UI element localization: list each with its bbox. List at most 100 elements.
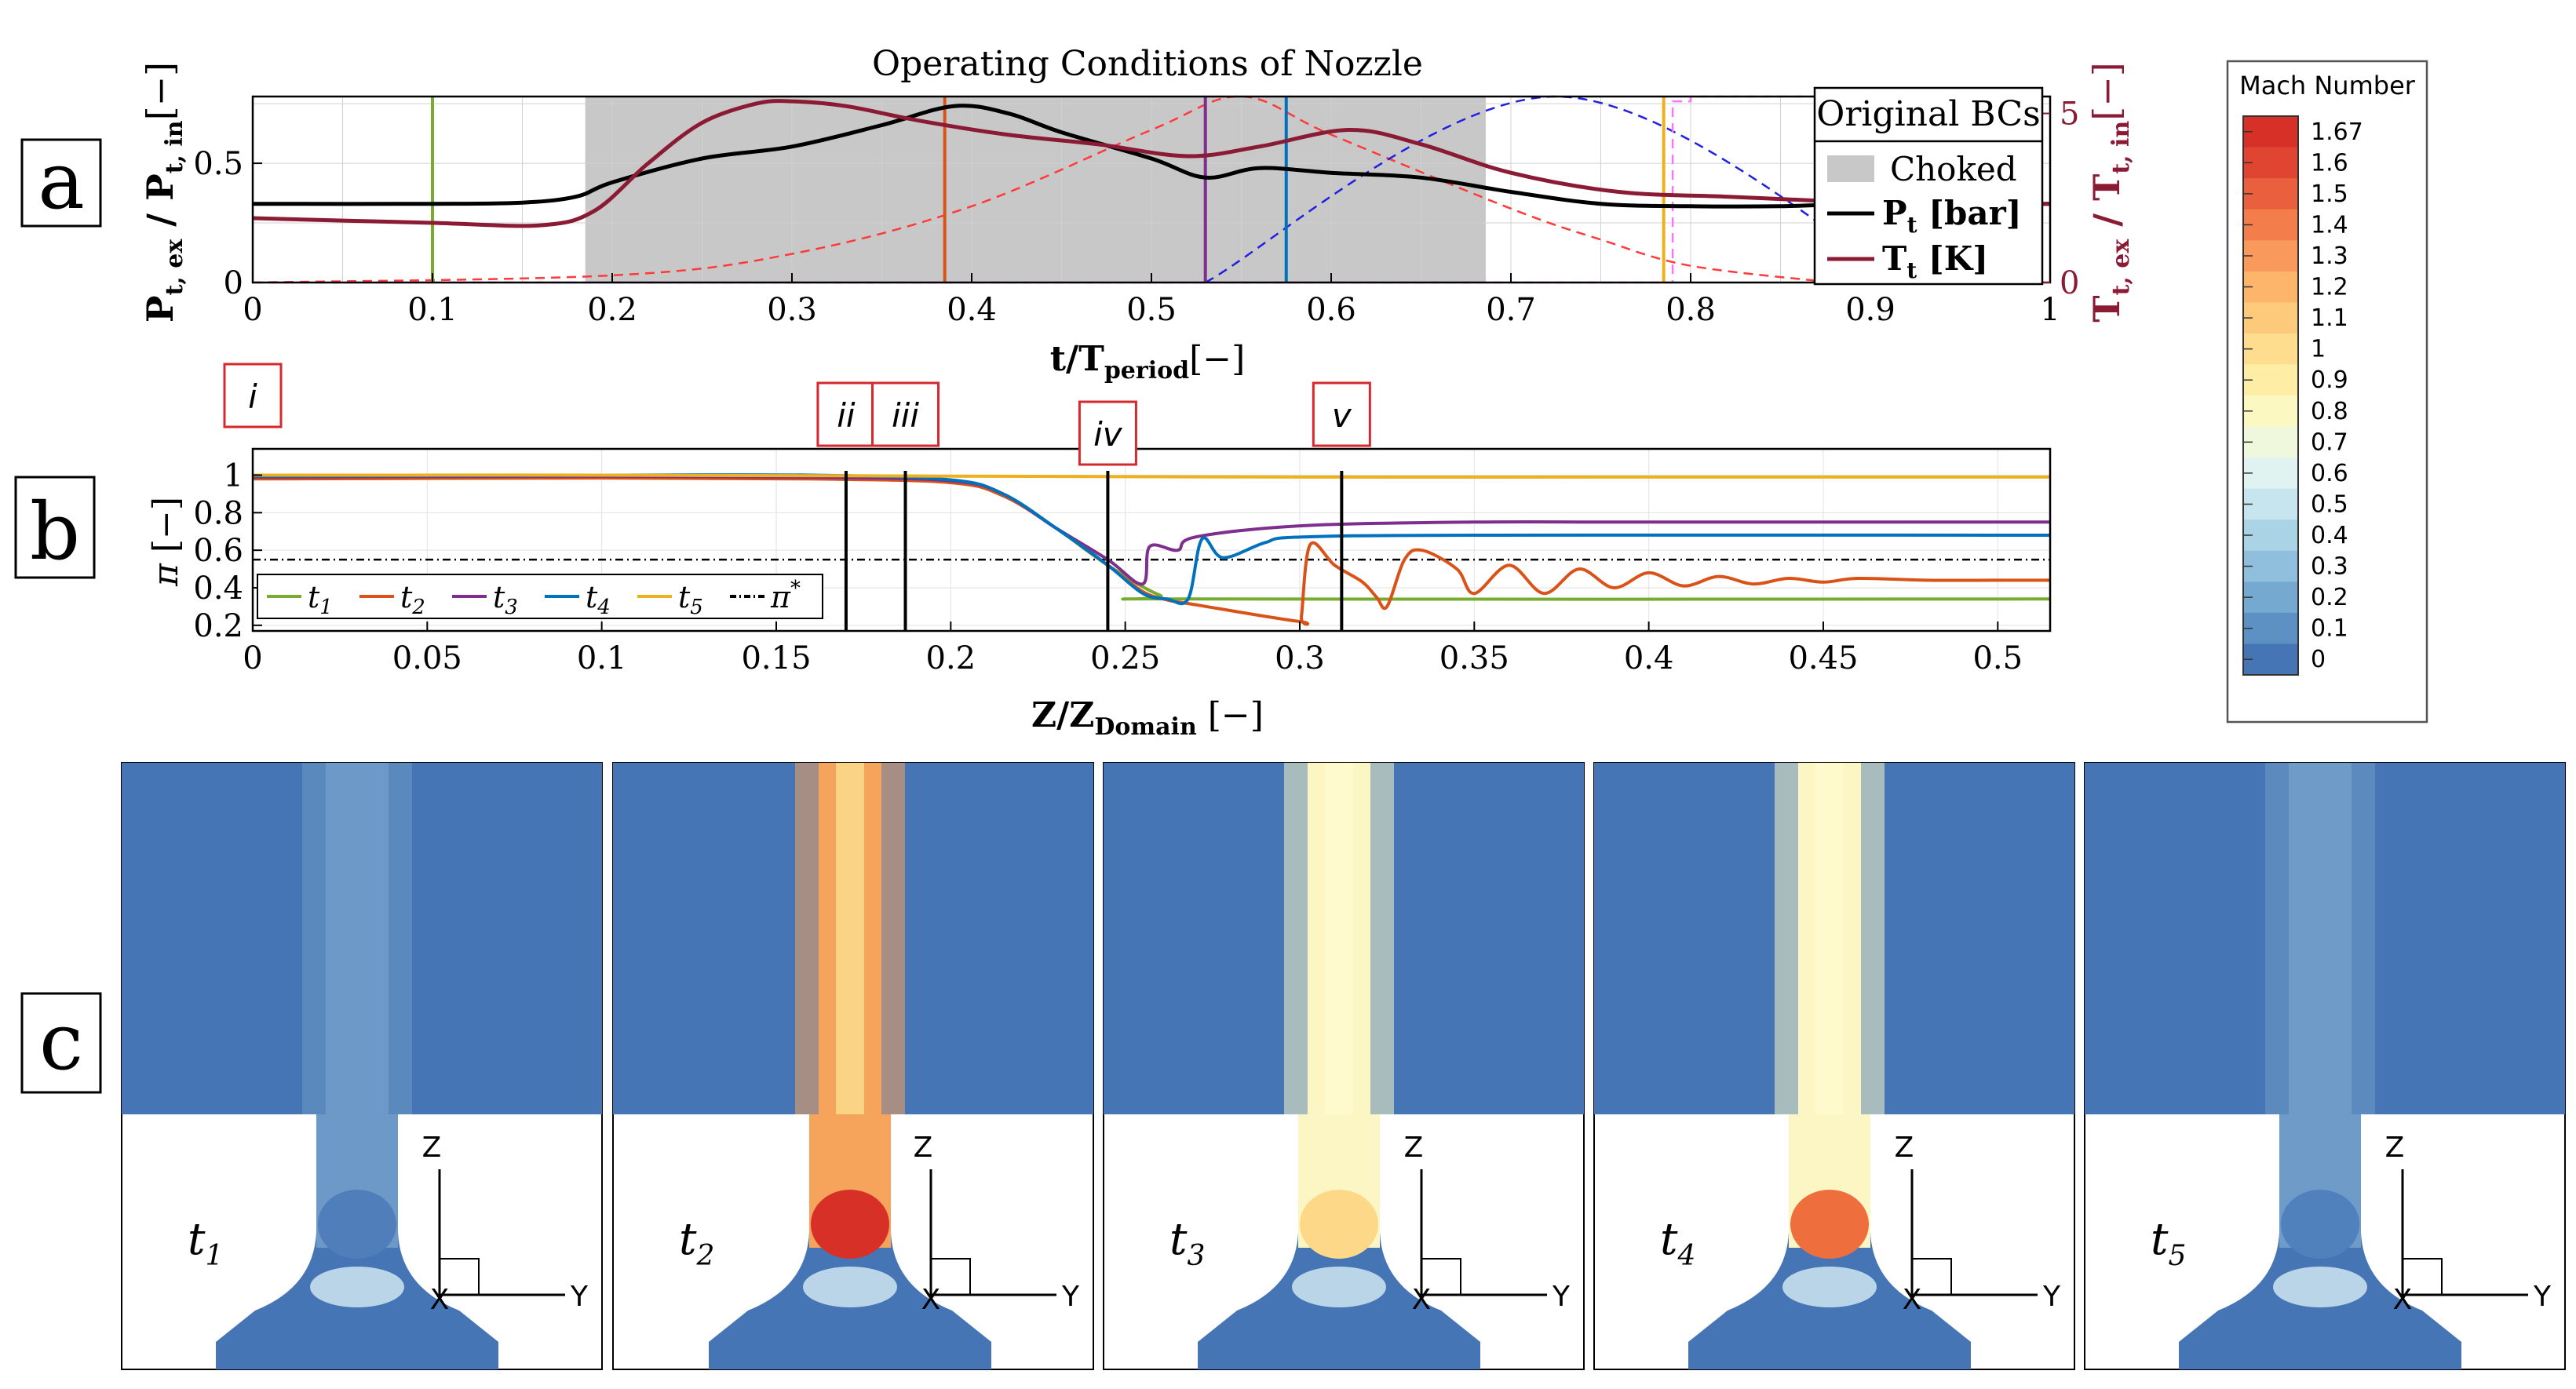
legend-tt: Tt [K]: [1882, 239, 1988, 283]
triad-z-label: Z: [1895, 1132, 1914, 1164]
legend-entry-2: t3: [493, 580, 518, 619]
triad-box: [1911, 1258, 1952, 1296]
chart-operating-conditions: Operating Conditions of Nozzle 0 0.1 0.2 0.…: [139, 44, 2135, 385]
y-tick-label: 1: [224, 458, 243, 494]
colorbar-label: 0.3: [2311, 553, 2348, 581]
marker-label-v: v: [1332, 396, 1352, 435]
triad-x-label: X: [2393, 1284, 2413, 1316]
colorbar-labels: 1.67 1.6 1.5 1.4 1.3 1.2 1.1 1 0.9 0.8 0.7 0.6 0.5 0.…: [2243, 118, 2363, 673]
triad-y-label: Y: [2042, 1281, 2061, 1313]
chart-a-xlabel: t/Tperiod[−]: [1050, 339, 1246, 385]
panel-label-b: b: [14, 476, 96, 579]
x-tick-label: 0.3: [767, 292, 817, 328]
time-label: t1: [188, 1214, 223, 1272]
marker-box-v: [1312, 381, 1371, 447]
colorbar-label: 0.8: [2311, 398, 2348, 425]
panel-label-a: a: [20, 135, 102, 228]
throat-region: [1790, 1190, 1869, 1259]
colorbar-label: 0.1: [2311, 615, 2348, 643]
marker-box-i: [223, 363, 283, 428]
marker-box-iv: [1078, 400, 1137, 466]
chart-a-ylabel: Pt, ex / Pt, in[−]: [139, 62, 188, 323]
x-tick-label: 1: [2040, 292, 2060, 328]
x-tick-label: 0.4: [1624, 640, 1674, 676]
triad-z-label: Z: [914, 1132, 933, 1164]
nozzle-transition: [2273, 1267, 2367, 1307]
contour-panel-3: t3 Z Y X: [1103, 762, 1585, 1370]
nozzle-transition: [310, 1267, 404, 1307]
colorbar-label: 0.2: [2311, 584, 2348, 611]
legend-title: Original BCs: [1816, 94, 2040, 134]
triad-z-label: Z: [1404, 1132, 1424, 1164]
chart-b-x-ticks: 0 0.05 0.1 0.15 0.2 0.25 0.3 0.35 0.4 0.45 0.5: [243, 622, 2023, 676]
colorbar-label: 0.6: [2311, 460, 2348, 487]
y-tick-label: 0.5: [193, 146, 243, 182]
series-t3: [252, 474, 2050, 586]
x-tick-label: 0.6: [1306, 292, 1356, 328]
legend-entry-4: t5: [678, 580, 703, 619]
legend-entry-3: t4: [586, 580, 611, 619]
nozzle-transition: [1292, 1267, 1386, 1307]
time-label: t2: [679, 1214, 714, 1272]
marker-box-ii: [816, 381, 876, 447]
x-tick-label: 0.15: [741, 640, 811, 676]
x-tick-label: 0.35: [1439, 640, 1509, 676]
nozzle-transition: [803, 1267, 897, 1307]
x-tick-label: 0.9: [1845, 292, 1896, 328]
colorbar-title: Mach Number: [2239, 71, 2416, 100]
x-tick-label: 0.5: [1126, 292, 1177, 328]
triad-z-label: Z: [2385, 1132, 2405, 1164]
colorbar-label: 1.4: [2311, 211, 2348, 239]
jet-core: [1815, 763, 1844, 1114]
x-tick-label: 0.4: [947, 292, 997, 328]
x-tick-label: 0.25: [1090, 640, 1160, 676]
triad-box: [2402, 1258, 2443, 1296]
colorbar-label: 0: [2311, 646, 2326, 673]
chart-b-frame: [251, 447, 2052, 633]
chart-b-markers: i ii iii iv v: [223, 363, 1371, 466]
mach-contour-panels: t1 Z Y Xt2 Z Y Xt3 Z Y Xt4 Z Y Xt5 Z Y X: [121, 762, 2566, 1370]
time-label: t3: [1169, 1214, 1205, 1272]
x-tick-label: 0.5: [1972, 640, 2023, 676]
marker-label-i: i: [248, 377, 257, 416]
chart-b-y-ticks: 0.20.40.60.81: [193, 458, 262, 644]
x-tick-label: 0.3: [1275, 640, 1325, 676]
jet-plume: [326, 763, 389, 1138]
time-label: t5: [2151, 1214, 2186, 1272]
marker-label-iii: iii: [892, 396, 919, 435]
chart-a-y2label: Tt, ex / Tt, in[−]: [2085, 62, 2135, 322]
chart-a-series: [252, 99, 2051, 228]
y-tick-label: 0.2: [193, 608, 243, 644]
chart-a-y2-ticks: 05: [2041, 97, 2079, 301]
x-tick-label: 0.1: [577, 640, 627, 676]
contour-panel-1: t1 Z Y X: [121, 762, 603, 1370]
x-tick-label: 0.8: [1666, 292, 1716, 328]
contour-panel-5: t5 Z Y X: [2084, 762, 2566, 1370]
choked-band: [585, 97, 1486, 283]
nozzle-transition: [1782, 1267, 1877, 1307]
triad-x-label: X: [1903, 1284, 1922, 1316]
jet-plume: [2289, 763, 2352, 1138]
contour-panel-2: t2 Z Y X: [612, 762, 1094, 1370]
dashed-curve-red-dash: [252, 95, 1835, 284]
chart-a-y-ticks: 00.5: [193, 146, 262, 301]
legend-entry-5: π*: [770, 577, 801, 614]
x-tick-label: 0.05: [392, 640, 462, 676]
contour-panel-4: t4 Z Y X: [1593, 762, 2075, 1370]
colorbar-label: 0.4: [2311, 522, 2348, 549]
series-tt: [252, 99, 2051, 228]
chart-b-ylabel: π [−]: [146, 497, 186, 587]
time-label: t4: [1660, 1214, 1695, 1272]
colorbar-swatches: [2243, 116, 2298, 676]
series-pt: [252, 104, 2051, 209]
triad-x-label: X: [1412, 1284, 1432, 1316]
legend-pt: Pt [bar]: [1882, 194, 2022, 238]
colorbar-label: 0.9: [2311, 366, 2348, 394]
colorbar-label: 1.67: [2311, 118, 2363, 146]
x-tick-label: 0: [243, 640, 262, 676]
jet-core: [836, 763, 864, 1114]
x-tick-label: 0: [243, 292, 262, 328]
y-tick-label: 0.8: [193, 495, 243, 531]
triad-x-label: X: [921, 1284, 941, 1316]
colorbar-label: 0.7: [2311, 428, 2348, 456]
